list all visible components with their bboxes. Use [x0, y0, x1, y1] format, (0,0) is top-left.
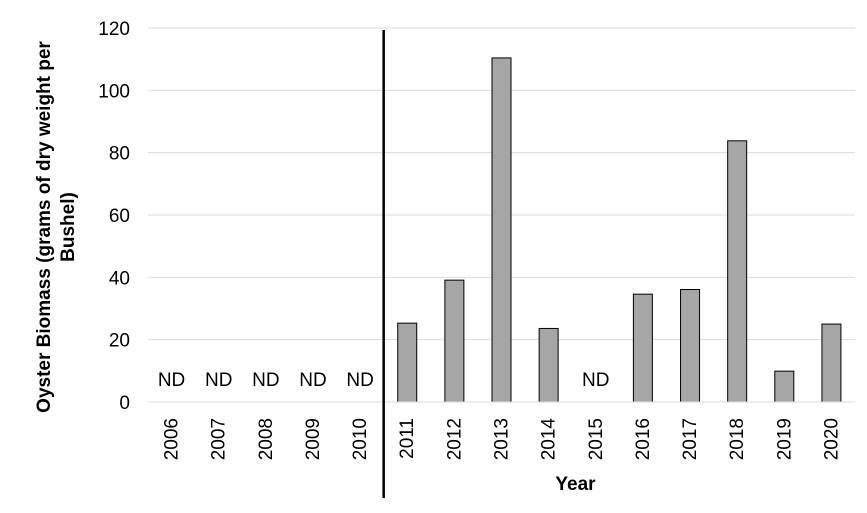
tick-labels: 0 20 40 60 80 100 120 ND 2006 ND 2007 ND 2008 ND 2009 N…	[98, 19, 842, 460]
x-tick-label: 2011	[397, 418, 418, 459]
x-tick-label: 2018	[727, 418, 748, 460]
axes	[148, 30, 855, 498]
x-tick-label: 2014	[539, 418, 560, 461]
y-axis-title-line: Bushel)	[58, 192, 79, 262]
x-tick-label: 2006	[162, 418, 183, 460]
bar	[491, 57, 512, 403]
y-axis-title-line: Oyster Biomass (grams of dry weight per	[34, 41, 55, 413]
nd-label: ND	[158, 370, 185, 391]
y-tick-label: 20	[109, 331, 130, 352]
y-tick-label: 100	[98, 81, 130, 102]
bar	[397, 322, 418, 403]
bar	[727, 140, 748, 403]
x-tick-label: 2020	[821, 418, 842, 460]
y-tick-label: 40	[109, 268, 130, 289]
bar	[774, 370, 795, 403]
y-tick-label: 60	[109, 206, 130, 227]
x-tick-label: 2015	[586, 418, 607, 460]
bar	[538, 327, 559, 403]
bar	[680, 288, 701, 403]
y-axis-title: Oyster Biomass (grams of dry weight per B…	[34, 41, 79, 413]
x-tick-label: 2008	[256, 418, 277, 460]
x-tick-label: 2019	[774, 418, 795, 460]
bar	[821, 323, 842, 403]
nd-label: ND	[346, 370, 373, 391]
x-tick-label: 2016	[633, 418, 654, 460]
nd-label: ND	[299, 370, 326, 391]
nd-label: ND	[252, 370, 279, 391]
bar	[632, 293, 653, 403]
y-tick-label: 120	[98, 19, 130, 40]
y-tick-label: 80	[109, 144, 130, 165]
bar	[444, 279, 465, 403]
x-tick-label: 2017	[680, 418, 701, 460]
x-tick-label: 2007	[209, 418, 230, 460]
x-tick-label: 2012	[444, 418, 465, 460]
x-tick-label: 2010	[350, 418, 371, 460]
nd-label: ND	[205, 370, 232, 391]
nd-label: ND	[582, 370, 609, 391]
bars	[397, 57, 842, 403]
x-tick-label: 2009	[303, 418, 324, 460]
y-tick-label: 0	[119, 393, 130, 414]
x-tick-label: 2013	[492, 418, 513, 460]
x-axis-title: Year	[555, 474, 596, 495]
